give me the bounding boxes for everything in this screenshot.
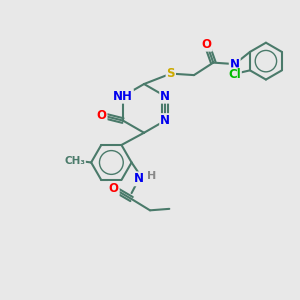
Text: NH: NH	[113, 90, 133, 103]
Text: N: N	[230, 58, 240, 70]
Text: CH₃: CH₃	[64, 156, 85, 166]
Text: O: O	[202, 38, 212, 51]
Text: N: N	[160, 114, 170, 127]
Text: H: H	[147, 172, 156, 182]
Text: O: O	[109, 182, 119, 195]
Text: N: N	[160, 90, 170, 103]
Text: H: H	[231, 72, 240, 82]
Text: O: O	[97, 109, 106, 122]
Text: N: N	[134, 172, 144, 185]
Text: S: S	[167, 67, 175, 80]
Text: Cl: Cl	[228, 68, 241, 81]
